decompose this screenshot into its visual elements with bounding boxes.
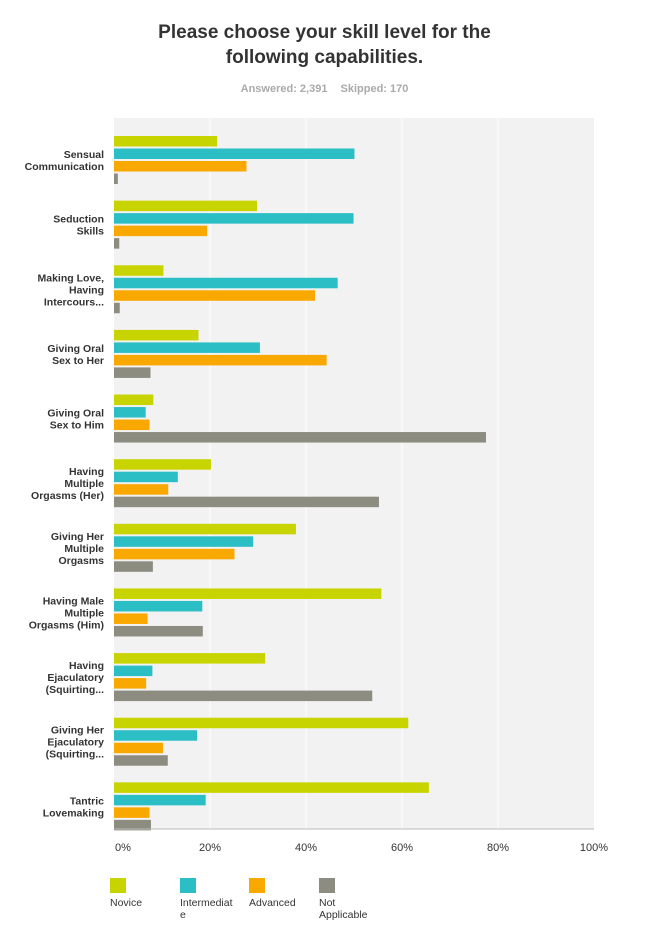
category-label: Giving Oral bbox=[47, 408, 104, 420]
category-label: Sex to Him bbox=[50, 420, 104, 432]
response-stats: Answered: 2,391 Skipped: 170 bbox=[0, 83, 649, 95]
category-label: Making Love, bbox=[37, 272, 104, 284]
bar-intermediate bbox=[114, 665, 153, 677]
bar-not-applicable bbox=[114, 819, 151, 831]
chart-title: Please choose your skill level for the f… bbox=[0, 20, 649, 70]
x-tick-label: 80% bbox=[487, 842, 509, 854]
bar-novice bbox=[114, 136, 218, 147]
category-label: Giving Her bbox=[51, 725, 104, 737]
bar-intermediate bbox=[114, 471, 178, 483]
bar-not-applicable bbox=[114, 690, 373, 702]
x-tick-label: 100% bbox=[580, 842, 608, 854]
bar-advanced bbox=[114, 548, 235, 560]
category-label: Orgasms (Her) bbox=[31, 490, 104, 502]
x-tick-label: 60% bbox=[391, 842, 413, 854]
category-label: (Squirting... bbox=[46, 749, 104, 761]
legend-swatch bbox=[319, 878, 335, 893]
legend-label: Intermediat e bbox=[180, 897, 233, 921]
bar-intermediate bbox=[114, 213, 354, 224]
bar-not-applicable bbox=[114, 561, 153, 572]
legend-item-intermediate: Intermediat e bbox=[180, 878, 250, 921]
category-label: Ejaculatory bbox=[47, 672, 104, 684]
bar-novice bbox=[114, 459, 211, 470]
category-label: Lovemaking bbox=[43, 807, 104, 819]
category-label: Intercours... bbox=[44, 296, 104, 308]
category-label: Having bbox=[69, 660, 104, 672]
bar-not-applicable bbox=[114, 432, 486, 443]
bar-intermediate bbox=[114, 407, 146, 418]
category-label: Giving Oral bbox=[47, 343, 104, 355]
bar-intermediate bbox=[114, 600, 203, 612]
category-label: Skills bbox=[77, 226, 105, 238]
bar-novice bbox=[114, 329, 199, 341]
bar-not-applicable bbox=[114, 367, 151, 378]
x-tick-label: 40% bbox=[295, 842, 317, 854]
bar-novice bbox=[114, 717, 409, 729]
category-label: Sensual bbox=[64, 149, 104, 161]
skipped-count: Skipped: 170 bbox=[340, 83, 409, 95]
bar-not-applicable bbox=[114, 755, 168, 766]
bar-advanced bbox=[114, 161, 247, 172]
x-tick-label: 0% bbox=[115, 842, 131, 854]
bar-not-applicable bbox=[114, 496, 379, 508]
legend-swatch bbox=[110, 878, 126, 893]
category-label: Giving Her bbox=[51, 531, 104, 543]
legend-item-advanced: Advanced bbox=[249, 878, 319, 909]
chart-title-line-1: Please choose your skill level for the bbox=[158, 22, 491, 43]
category-label: Ejaculatory bbox=[47, 737, 104, 749]
category-label: Seduction bbox=[53, 214, 104, 226]
category-label: (Squirting... bbox=[46, 684, 104, 696]
bar-novice bbox=[114, 782, 429, 793]
bar-not-applicable bbox=[114, 173, 118, 184]
bar-intermediate bbox=[114, 342, 260, 353]
bar-intermediate bbox=[114, 536, 254, 547]
bar-intermediate bbox=[114, 730, 198, 741]
category-label: Tantric bbox=[70, 795, 104, 807]
answered-count: Answered: 2,391 bbox=[240, 83, 328, 95]
bar-advanced bbox=[114, 613, 148, 624]
chart-title-line-2: following capabilities. bbox=[225, 47, 424, 68]
bar-novice bbox=[114, 200, 258, 212]
bar-advanced bbox=[114, 225, 208, 237]
bar-novice bbox=[114, 394, 154, 406]
bar-not-applicable bbox=[114, 238, 120, 249]
category-label: Having bbox=[69, 466, 104, 478]
legend-label: Novice bbox=[110, 897, 143, 909]
bar-advanced bbox=[114, 484, 169, 495]
bar-advanced bbox=[114, 742, 163, 754]
category-label: Multiple bbox=[64, 607, 104, 619]
bar-novice bbox=[114, 588, 382, 599]
bar-advanced bbox=[114, 354, 327, 366]
bar-advanced bbox=[114, 290, 316, 301]
bar-novice bbox=[114, 653, 266, 664]
category-label: Having bbox=[69, 284, 104, 296]
bar-novice bbox=[114, 523, 296, 535]
category-label: Multiple bbox=[64, 543, 104, 555]
legend-item-novice: Novice bbox=[110, 878, 180, 909]
legend-item-not-applicable: Not Applicable bbox=[319, 878, 389, 921]
category-label: Communication bbox=[25, 161, 104, 173]
plot-background bbox=[114, 118, 594, 829]
bar-advanced bbox=[114, 807, 150, 818]
bar-novice bbox=[114, 265, 164, 276]
bar-intermediate bbox=[114, 794, 206, 806]
bar-advanced bbox=[114, 678, 147, 689]
legend-label: Advanced bbox=[249, 897, 296, 909]
bar-intermediate bbox=[114, 148, 355, 159]
legend-label: Not Applicable bbox=[319, 897, 368, 921]
category-label: Orgasms bbox=[58, 555, 104, 567]
bar-not-applicable bbox=[114, 302, 120, 314]
legend-swatch bbox=[249, 878, 265, 893]
bar-intermediate bbox=[114, 277, 338, 289]
x-tick-label: 20% bbox=[199, 842, 221, 854]
bar-advanced bbox=[114, 419, 150, 431]
legend-swatch bbox=[180, 878, 196, 893]
bar-not-applicable bbox=[114, 625, 203, 637]
category-label: Multiple bbox=[64, 478, 104, 490]
category-label: Having Male bbox=[43, 595, 104, 607]
category-label: Sex to Her bbox=[52, 355, 104, 367]
category-label: Orgasms (Him) bbox=[29, 619, 104, 631]
